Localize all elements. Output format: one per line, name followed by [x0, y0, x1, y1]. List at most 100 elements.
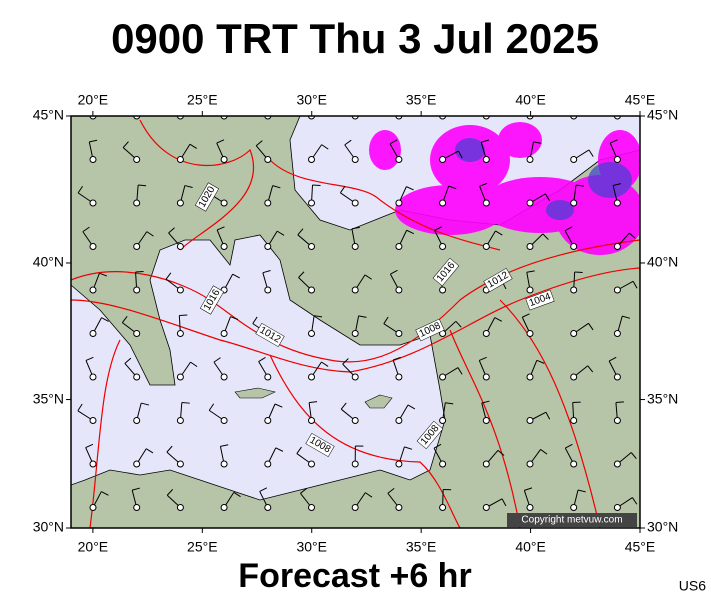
- barb-station: [89, 156, 97, 163]
- barb-flag: [587, 104, 592, 110]
- barb-station: [439, 460, 447, 468]
- barb-flag: [365, 492, 373, 498]
- barb-flag: [458, 150, 463, 159]
- barb-station: [89, 243, 97, 250]
- barb-flag: [457, 367, 463, 375]
- barb-flag: [138, 184, 147, 187]
- barb-station: [439, 417, 447, 424]
- barb-flag: [479, 182, 488, 187]
- barb-station: [133, 504, 141, 511]
- barb-flag: [253, 99, 258, 105]
- barb-station: [395, 504, 403, 511]
- barb-flag: [524, 487, 533, 491]
- barb-station: [351, 199, 359, 207]
- barb-flag: [275, 447, 284, 452]
- barb-station: [439, 504, 447, 511]
- barb-station: [351, 373, 359, 381]
- barb-station: [89, 286, 97, 294]
- barb-station: [308, 286, 315, 294]
- barb-station: [264, 199, 272, 207]
- barb-flag: [609, 139, 618, 144]
- barb-flag: [101, 317, 109, 322]
- barb-flag: [141, 402, 150, 406]
- barb-station: [308, 199, 315, 207]
- barb-flag: [404, 446, 413, 450]
- barb-station: [613, 156, 621, 163]
- barb-station: [395, 286, 403, 294]
- barb-flag: [99, 272, 108, 277]
- barb-station: [395, 373, 403, 381]
- barb-flag: [262, 270, 271, 274]
- barb-flag: [314, 315, 323, 318]
- barb-flag: [587, 365, 594, 373]
- mediterranean-sea: [71, 234, 446, 501]
- barb-station: [526, 417, 534, 424]
- barb-flag: [321, 361, 329, 367]
- barb-flag: [255, 140, 263, 147]
- barb-flag: [296, 446, 302, 454]
- lon-label: 30°E: [296, 539, 327, 555]
- barb-flag: [389, 139, 398, 145]
- lon-label: 20°E: [78, 92, 109, 108]
- barb-flag: [300, 487, 308, 494]
- barb-flag: [259, 487, 268, 492]
- barb-station: [395, 417, 403, 424]
- barb-flag: [132, 487, 141, 491]
- barb-flag: [358, 315, 367, 318]
- lat-label: 30°N: [647, 519, 678, 535]
- barb-flag: [630, 452, 637, 459]
- barb-station: [176, 156, 184, 163]
- barb-station: [439, 156, 447, 163]
- barb-flag: [276, 230, 285, 236]
- barb-station: [133, 373, 141, 381]
- barb-station: [526, 199, 534, 207]
- barb-shaft: [179, 116, 181, 117]
- barb-flag: [522, 313, 530, 318]
- lat-label: 45°N: [33, 107, 64, 123]
- barb-station: [439, 199, 447, 207]
- barb-flag: [252, 316, 258, 324]
- barb-flag: [230, 316, 239, 320]
- barb-station: [526, 330, 534, 337]
- barb-station: [264, 286, 272, 294]
- barb-flag: [540, 449, 548, 455]
- barb-station: [220, 460, 228, 468]
- barb-flag: [272, 185, 281, 189]
- crete: [234, 387, 276, 399]
- barb-flag: [165, 272, 172, 280]
- barb-station: [482, 330, 490, 337]
- barb-flag: [632, 281, 638, 289]
- barb-flag: [77, 185, 84, 194]
- barb-flag: [497, 449, 505, 456]
- barb-station: [176, 286, 184, 294]
- barb-station: [570, 286, 578, 294]
- barb-flag: [613, 183, 622, 186]
- barb-flag: [77, 403, 83, 412]
- barb-station: [351, 504, 359, 511]
- lon-label: 20°E: [78, 539, 109, 555]
- title: 0900 TRT Thu 3 Jul 2025: [111, 15, 599, 62]
- barb-flag: [588, 323, 594, 331]
- barb-station: [133, 243, 141, 250]
- barb-station: [395, 199, 403, 207]
- isobars: [71, 119, 640, 528]
- barb-station: [526, 286, 534, 294]
- barb-station: [482, 504, 490, 511]
- lon-label: 40°E: [515, 92, 546, 108]
- barb-station: [264, 373, 272, 381]
- barb-station: [395, 330, 403, 337]
- barb-station: [308, 504, 315, 511]
- barb-flag: [361, 99, 369, 102]
- barb-station: [570, 156, 578, 163]
- cyprus: [364, 394, 393, 409]
- barb-station: [264, 460, 272, 468]
- barb-station: [482, 243, 490, 250]
- barb-flag: [85, 356, 94, 361]
- barb-station: [613, 199, 621, 207]
- barb-station: [570, 460, 578, 468]
- barb-station: [526, 156, 534, 163]
- barb-station: [526, 243, 534, 250]
- barb-station: [570, 504, 578, 511]
- barb-station: [613, 460, 621, 468]
- barb-flag: [481, 139, 489, 143]
